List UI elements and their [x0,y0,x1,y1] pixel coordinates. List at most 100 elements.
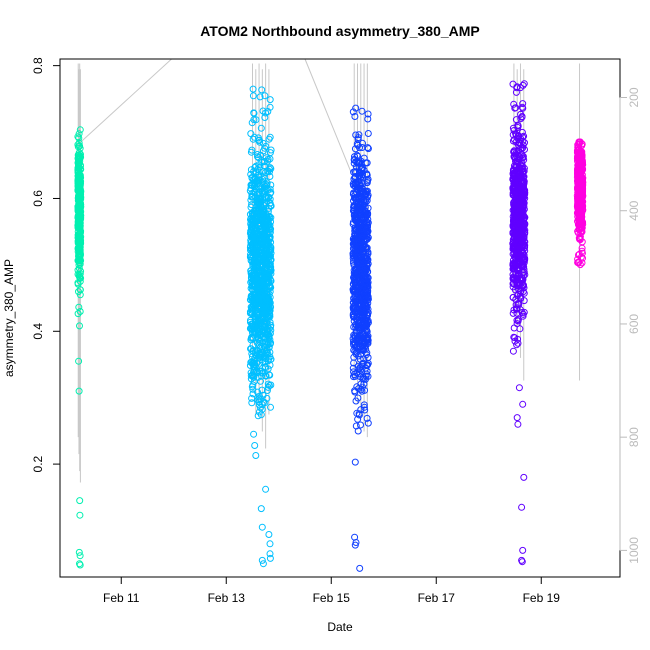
data-point [261,323,269,331]
data-point [265,531,273,538]
data-point [262,372,269,380]
data-point [351,153,358,161]
data-point [364,144,372,152]
data-point [257,411,265,419]
data-point [513,309,521,317]
data-point [357,406,365,414]
data-point [356,144,363,152]
data-point [249,286,256,294]
data-point [254,151,261,158]
data-point [76,277,84,285]
data-point [255,317,263,325]
data-point [258,372,266,380]
data-point [264,208,272,216]
data-point [74,205,82,213]
data-point [265,248,273,256]
data-point [576,163,584,171]
data-point [354,345,362,353]
data-point [575,221,583,229]
data-point [249,381,257,389]
data-point [255,173,263,181]
data-point [75,357,83,365]
data-point [364,274,372,282]
data-point [359,375,367,383]
data-point [353,259,361,266]
data-point [520,272,527,280]
data-point [513,320,521,328]
data-point [261,267,269,275]
data-point [76,552,84,560]
data-point [350,295,358,303]
data-point [254,373,262,381]
x-tick-label: Feb 17 [418,591,456,605]
data-point [260,221,268,229]
data-point [578,158,586,166]
data-point [579,179,587,186]
data-point [579,254,586,262]
data-point [266,96,274,104]
data-point [350,241,358,248]
data-point [519,400,527,408]
data-point [363,414,371,422]
data-point [250,230,257,238]
data-point [351,224,359,232]
x-tick-label: Feb 19 [523,591,561,605]
data-point [510,324,518,332]
data-point [519,100,527,108]
data-point [257,505,265,513]
data-points [74,80,587,572]
data-point [254,412,262,420]
data-point [516,325,524,333]
data-point [360,380,368,388]
data-point [510,183,518,191]
data-point [256,249,264,257]
data-point [362,375,369,383]
data-point [265,271,273,279]
data-point [257,331,265,339]
data-point [76,286,84,294]
data-point [576,225,584,232]
data-point [259,175,266,183]
data-point [75,130,83,138]
data-point [519,288,527,296]
data-point [350,278,358,286]
data-point [75,265,83,272]
data-point [358,334,366,342]
chart-title: ATOM2 Northbound asymmetry_380_AMP [200,23,480,39]
data-point [512,88,520,96]
data-point [265,297,273,305]
data-point [260,158,268,166]
data-point [75,288,82,296]
data-point [519,221,527,229]
data-point [74,203,82,211]
x-axis-label: Date [327,620,353,634]
data-point [75,224,83,232]
data-point [251,223,259,231]
data-point [349,364,357,372]
data-point [76,497,84,505]
data-point [248,174,256,181]
data-point [576,152,584,160]
data-point [76,255,84,263]
data-point [262,185,270,193]
data-point [521,247,529,255]
data-point [260,303,268,311]
data-point [265,279,273,287]
data-point [266,164,274,172]
data-point [76,239,84,247]
data-point [264,108,272,115]
data-point [520,289,528,297]
data-point [511,202,519,210]
data-point [258,523,266,531]
data-point [251,357,259,365]
data-point [248,119,256,127]
data-point [362,295,370,303]
data-point [349,220,357,228]
data-point [363,197,371,205]
data-point [352,539,360,546]
plot-frame [59,58,621,578]
data-point [265,193,273,201]
data-point [356,219,364,227]
data-point [75,548,83,556]
y2-tick-label: 600 [627,314,641,334]
